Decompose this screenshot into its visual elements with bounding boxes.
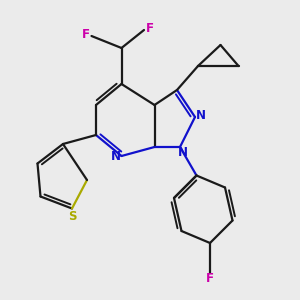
Text: N: N bbox=[178, 146, 188, 159]
Text: S: S bbox=[68, 209, 77, 223]
Text: F: F bbox=[206, 272, 214, 286]
Text: N: N bbox=[196, 109, 206, 122]
Text: F: F bbox=[82, 28, 90, 41]
Text: F: F bbox=[146, 22, 153, 35]
Text: N: N bbox=[111, 150, 121, 163]
